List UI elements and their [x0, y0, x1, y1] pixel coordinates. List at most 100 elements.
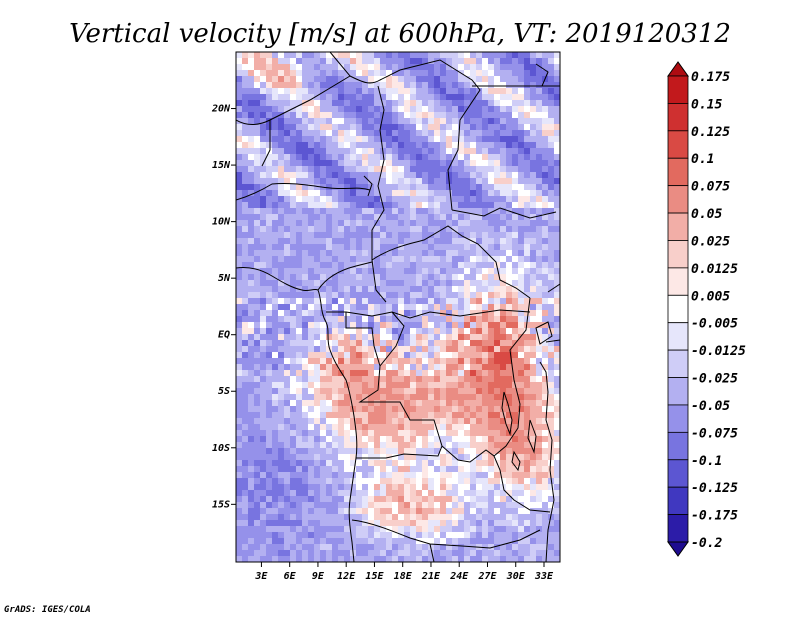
field-cell — [482, 70, 488, 76]
field-cell — [242, 454, 248, 460]
field-cell — [428, 172, 434, 178]
field-cell — [446, 190, 452, 196]
field-cell — [404, 238, 410, 244]
field-cell — [266, 514, 272, 520]
field-cell — [458, 532, 464, 538]
field-cell — [368, 142, 374, 148]
field-cell — [428, 274, 434, 280]
field-cell — [392, 58, 398, 64]
field-cell — [374, 286, 380, 292]
field-cell — [308, 340, 314, 346]
field-cell — [386, 406, 392, 412]
field-cell — [284, 328, 290, 334]
field-cell — [260, 154, 266, 160]
field-cell — [524, 550, 530, 556]
field-cell — [374, 82, 380, 88]
field-cell — [284, 382, 290, 388]
field-cell — [248, 538, 254, 544]
border-line — [371, 225, 531, 299]
field-cell — [356, 382, 362, 388]
field-cell — [518, 118, 524, 124]
field-cell — [332, 400, 338, 406]
field-cell — [284, 526, 290, 532]
field-cell — [368, 214, 374, 220]
field-cell — [356, 532, 362, 538]
field-cell — [272, 346, 278, 352]
field-cell — [452, 100, 458, 106]
field-cell — [416, 466, 422, 472]
field-cell — [266, 496, 272, 502]
field-cell — [308, 226, 314, 232]
field-cell — [242, 418, 248, 424]
field-cell — [446, 550, 452, 556]
field-cell — [314, 538, 320, 544]
field-cell — [464, 196, 470, 202]
field-cell — [506, 364, 512, 370]
field-cell — [410, 430, 416, 436]
field-cell — [344, 154, 350, 160]
field-cell — [362, 280, 368, 286]
field-cell — [434, 412, 440, 418]
field-cell — [326, 310, 332, 316]
field-cell — [470, 172, 476, 178]
field-cell — [482, 520, 488, 526]
field-cell — [554, 178, 560, 184]
field-cell — [416, 160, 422, 166]
field-cell — [518, 274, 524, 280]
field-cell — [332, 292, 338, 298]
field-cell — [464, 508, 470, 514]
field-cell — [380, 478, 386, 484]
field-cell — [428, 502, 434, 508]
field-cell — [302, 472, 308, 478]
field-cell — [356, 148, 362, 154]
field-cell — [284, 412, 290, 418]
field-cell — [452, 370, 458, 376]
field-cell — [398, 526, 404, 532]
field-cell — [446, 388, 452, 394]
field-cell — [536, 514, 542, 520]
field-cell — [446, 196, 452, 202]
field-cell — [296, 190, 302, 196]
field-cell — [512, 352, 518, 358]
field-cell — [272, 208, 278, 214]
field-cell — [338, 538, 344, 544]
field-cell — [488, 160, 494, 166]
field-cell — [554, 358, 560, 364]
field-cell — [290, 364, 296, 370]
field-cell — [260, 472, 266, 478]
field-cell — [314, 82, 320, 88]
field-cell — [272, 418, 278, 424]
field-cell — [470, 232, 476, 238]
field-cell — [404, 196, 410, 202]
field-cell — [344, 520, 350, 526]
field-cell — [362, 178, 368, 184]
field-cell — [530, 508, 536, 514]
field-cell — [308, 190, 314, 196]
field-cell — [302, 76, 308, 82]
field-cell — [416, 334, 422, 340]
field-cell — [512, 322, 518, 328]
field-cell — [260, 346, 266, 352]
field-cell — [308, 292, 314, 298]
field-cell — [356, 418, 362, 424]
field-cell — [260, 310, 266, 316]
field-cell — [452, 496, 458, 502]
field-cell — [296, 388, 302, 394]
field-cell — [362, 214, 368, 220]
field-cell — [458, 454, 464, 460]
field-cell — [446, 238, 452, 244]
field-cell — [536, 298, 542, 304]
field-cell — [272, 430, 278, 436]
field-cell — [260, 538, 266, 544]
field-cell — [308, 184, 314, 190]
field-cell — [374, 502, 380, 508]
field-cell — [326, 76, 332, 82]
field-cell — [248, 196, 254, 202]
field-cell — [530, 100, 536, 106]
field-cell — [236, 448, 242, 454]
field-cell — [320, 214, 326, 220]
field-cell — [260, 436, 266, 442]
field-cell — [266, 400, 272, 406]
field-cell — [302, 148, 308, 154]
